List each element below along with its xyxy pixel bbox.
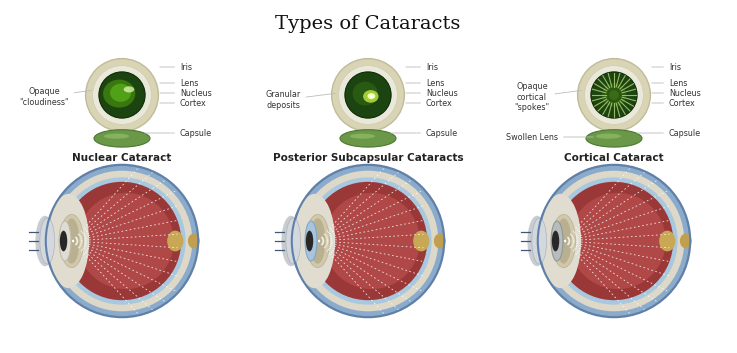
Ellipse shape bbox=[570, 193, 666, 289]
Ellipse shape bbox=[60, 231, 67, 251]
Ellipse shape bbox=[58, 177, 186, 305]
Ellipse shape bbox=[434, 234, 446, 249]
Text: Granular
deposits: Granular deposits bbox=[265, 90, 335, 110]
Ellipse shape bbox=[292, 165, 444, 317]
Ellipse shape bbox=[556, 219, 571, 264]
Ellipse shape bbox=[595, 134, 621, 139]
Ellipse shape bbox=[309, 182, 427, 300]
Text: Cortex: Cortex bbox=[160, 98, 207, 108]
Ellipse shape bbox=[338, 66, 397, 124]
Ellipse shape bbox=[99, 72, 145, 118]
Text: Types of Cataracts: Types of Cataracts bbox=[276, 15, 461, 33]
Ellipse shape bbox=[540, 194, 581, 288]
Ellipse shape bbox=[167, 231, 184, 251]
Ellipse shape bbox=[188, 234, 200, 249]
Text: Nucleus: Nucleus bbox=[406, 89, 458, 97]
Text: Cortex: Cortex bbox=[406, 98, 453, 108]
Ellipse shape bbox=[659, 231, 675, 251]
Ellipse shape bbox=[584, 66, 643, 124]
Ellipse shape bbox=[345, 72, 391, 118]
Ellipse shape bbox=[363, 90, 379, 103]
Ellipse shape bbox=[40, 218, 55, 264]
Ellipse shape bbox=[532, 218, 547, 264]
Ellipse shape bbox=[538, 165, 690, 317]
Ellipse shape bbox=[552, 214, 576, 268]
Ellipse shape bbox=[60, 214, 83, 268]
Text: Cortical Cataract: Cortical Cataract bbox=[565, 153, 664, 163]
Text: Cortex: Cortex bbox=[652, 98, 696, 108]
Text: Capsule: Capsule bbox=[144, 128, 212, 138]
Text: Nucleus: Nucleus bbox=[160, 89, 212, 97]
Ellipse shape bbox=[332, 59, 405, 131]
Ellipse shape bbox=[350, 134, 375, 139]
Ellipse shape bbox=[85, 59, 158, 131]
Ellipse shape bbox=[52, 171, 192, 311]
Ellipse shape bbox=[46, 165, 198, 317]
Text: Posterior Subcapsular Cataracts: Posterior Subcapsular Cataracts bbox=[273, 153, 464, 163]
Ellipse shape bbox=[286, 218, 301, 264]
Ellipse shape bbox=[324, 193, 420, 289]
Text: Lens: Lens bbox=[652, 78, 688, 88]
Ellipse shape bbox=[555, 182, 673, 300]
Ellipse shape bbox=[551, 177, 677, 305]
Ellipse shape bbox=[586, 130, 642, 147]
Text: Opaque
cortical
"spokes": Opaque cortical "spokes" bbox=[514, 82, 581, 112]
Ellipse shape bbox=[602, 83, 626, 107]
Ellipse shape bbox=[294, 194, 335, 288]
Ellipse shape bbox=[63, 182, 181, 300]
Text: Lens: Lens bbox=[406, 78, 444, 88]
Ellipse shape bbox=[282, 216, 301, 266]
Ellipse shape bbox=[578, 59, 650, 131]
Ellipse shape bbox=[680, 234, 692, 249]
Text: Iris: Iris bbox=[160, 62, 192, 72]
Ellipse shape bbox=[304, 177, 432, 305]
Ellipse shape bbox=[77, 193, 174, 289]
Text: Nucleus: Nucleus bbox=[652, 89, 701, 97]
Ellipse shape bbox=[552, 231, 559, 251]
Text: Iris: Iris bbox=[652, 62, 681, 72]
Text: Capsule: Capsule bbox=[391, 128, 458, 138]
Ellipse shape bbox=[103, 79, 136, 108]
Ellipse shape bbox=[551, 221, 563, 261]
Text: Lens: Lens bbox=[160, 78, 198, 88]
Text: Capsule: Capsule bbox=[637, 128, 701, 138]
Ellipse shape bbox=[64, 219, 80, 264]
Text: Opaque
"cloudiness": Opaque "cloudiness" bbox=[19, 87, 91, 107]
Ellipse shape bbox=[591, 72, 637, 118]
Ellipse shape bbox=[35, 216, 55, 266]
Ellipse shape bbox=[368, 93, 375, 99]
Ellipse shape bbox=[340, 130, 396, 147]
Ellipse shape bbox=[352, 82, 378, 106]
Ellipse shape bbox=[110, 84, 131, 102]
Ellipse shape bbox=[59, 221, 71, 261]
Ellipse shape bbox=[609, 90, 619, 100]
Ellipse shape bbox=[93, 66, 151, 124]
Ellipse shape bbox=[298, 171, 439, 311]
Ellipse shape bbox=[49, 194, 89, 288]
Ellipse shape bbox=[104, 134, 129, 139]
Text: Nuclear Cataract: Nuclear Cataract bbox=[72, 153, 172, 163]
Ellipse shape bbox=[306, 214, 329, 268]
Ellipse shape bbox=[528, 216, 547, 266]
Ellipse shape bbox=[413, 231, 430, 251]
Text: Iris: Iris bbox=[406, 62, 438, 72]
Ellipse shape bbox=[544, 171, 684, 311]
Ellipse shape bbox=[370, 95, 373, 97]
Ellipse shape bbox=[124, 86, 134, 92]
Ellipse shape bbox=[310, 219, 325, 264]
Ellipse shape bbox=[305, 221, 317, 261]
Ellipse shape bbox=[94, 130, 150, 147]
Ellipse shape bbox=[306, 231, 313, 251]
Text: Swollen Lens: Swollen Lens bbox=[506, 132, 593, 142]
